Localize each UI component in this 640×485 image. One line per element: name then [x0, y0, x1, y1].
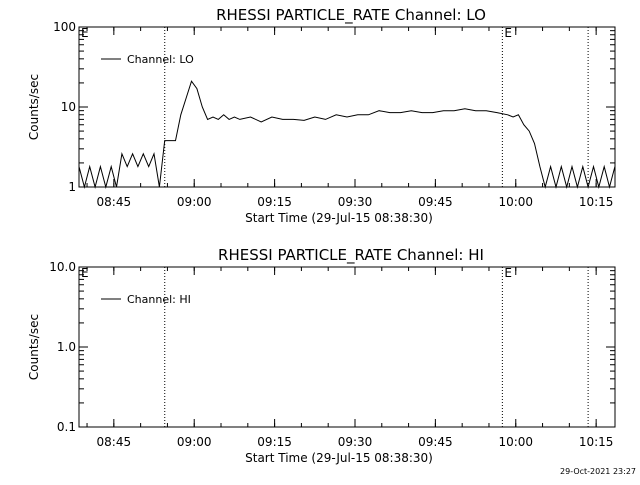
panel-2-x-tick-label: 09:45 — [418, 435, 453, 449]
panel-1-event-marker-label: E — [504, 26, 512, 40]
panel-2-y-tick-label: 10.0 — [49, 260, 76, 274]
panel-1-y-axis-label: Counts/sec — [27, 74, 41, 140]
panel-1-y-tick-label: 100 — [53, 20, 76, 34]
panel-1-legend-label: Channel: LO — [127, 53, 194, 66]
panel-2-x-axis-label: Start Time (29-Jul-15 08:38:30) — [245, 451, 433, 465]
panel-1-y-tick-label: 1 — [68, 180, 76, 194]
panel-1-x-tick-label: 10:00 — [498, 195, 533, 209]
panel-2-event-marker-label: E — [81, 266, 89, 280]
panel-2-x-tick-label: 09:00 — [177, 435, 212, 449]
panel-1-x-tick-label: 09:00 — [177, 195, 212, 209]
panel-2-x-tick-label: 10:15 — [579, 435, 614, 449]
panel-2-event-marker-label: E — [504, 266, 512, 280]
panel-1-series-line — [78, 80, 616, 189]
panel-1-x-tick-label: 10:15 — [579, 195, 614, 209]
panel-1-x-axis-label: Start Time (29-Jul-15 08:38:30) — [245, 211, 433, 225]
panel-2-legend-label: Channel: HI — [127, 293, 191, 306]
panel-2-x-tick-label: 08:45 — [97, 435, 132, 449]
panel-1-frame — [78, 26, 616, 188]
panel-1-x-tick-label: 09:15 — [257, 195, 292, 209]
panel-1-title: RHESSI PARTICLE_RATE Channel: LO — [216, 6, 486, 25]
panel-1-y-tick-label: 10 — [61, 100, 76, 114]
panel-2-frame — [78, 266, 616, 428]
footer-timestamp: 29-Oct-2021 23:27 — [560, 467, 636, 476]
panel-1-x-tick-label: 09:30 — [338, 195, 373, 209]
panel-2-x-tick-label: 09:15 — [257, 435, 292, 449]
panel-2-y-tick-label: 0.1 — [57, 420, 76, 434]
panel-2-x-tick-label: 10:00 — [498, 435, 533, 449]
panel-2-x-tick-label: 09:30 — [338, 435, 373, 449]
panel-1-x-tick-label: 08:45 — [97, 195, 132, 209]
panel-2-y-axis-label: Counts/sec — [27, 314, 41, 380]
panel-1-x-tick-label: 09:45 — [418, 195, 453, 209]
panel-1-event-marker-label: E — [81, 26, 89, 40]
panel-2-y-tick-label: 1.0 — [57, 340, 76, 354]
panel-2-title: RHESSI PARTICLE_RATE Channel: HI — [218, 246, 484, 265]
